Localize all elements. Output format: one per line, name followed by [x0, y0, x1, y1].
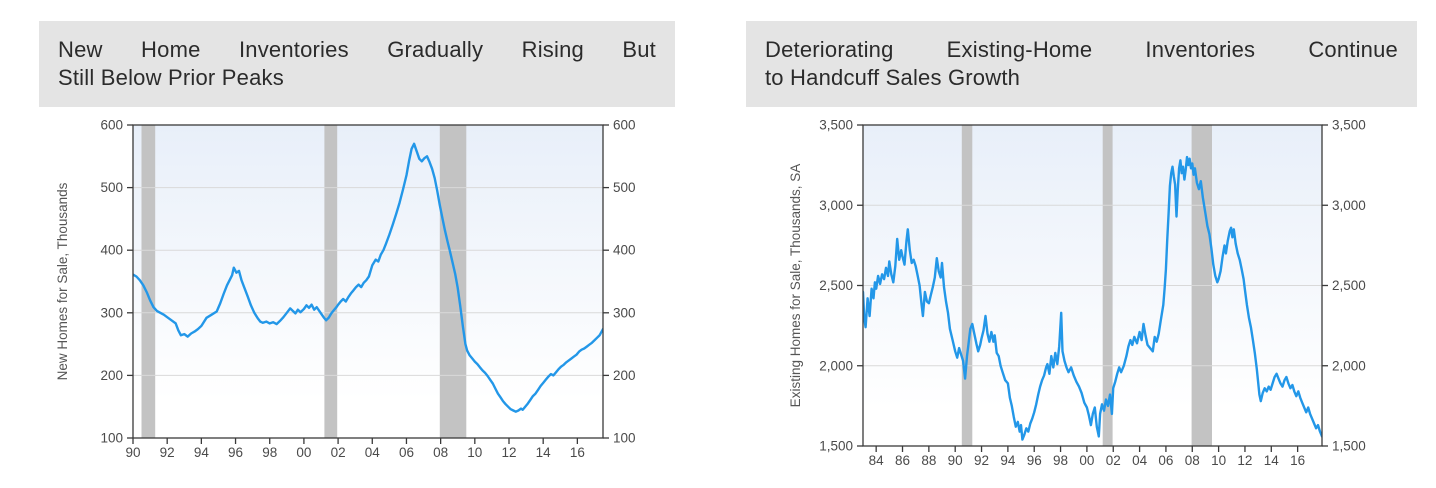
recession-band: [324, 125, 338, 438]
x-tick-label: 02: [331, 445, 346, 460]
x-tick-label: 96: [228, 445, 243, 460]
x-tick-label: 98: [262, 445, 277, 460]
y-tick-label: 2,000: [819, 358, 853, 373]
y-tick-label: 3,000: [1332, 198, 1366, 213]
chart-title-existing-home-inventories: Deteriorating Existing-Home Inventories …: [746, 21, 1417, 107]
x-tick-label: 16: [570, 445, 585, 460]
x-tick-label: 84: [869, 453, 885, 468]
y-axis-title: Existing Homes for Sale, Thousands, SA: [788, 164, 803, 408]
x-tick-label: 92: [974, 453, 989, 468]
y-tick-label: 3,500: [1332, 118, 1366, 133]
y-tick-label: 2,000: [1332, 358, 1366, 373]
x-tick-label: 12: [1237, 453, 1252, 468]
y-tick-label: 3,500: [819, 118, 853, 133]
plot-frame: [132, 124, 604, 439]
x-tick-label: 14: [536, 445, 552, 460]
x-tick-label: 94: [1000, 453, 1016, 468]
chart-title-line-1: New Home Inventories Gradually Rising Bu…: [58, 37, 656, 62]
y-tick-label: 2,500: [819, 278, 853, 293]
y-tick-label: 500: [613, 180, 636, 195]
x-tick-label: 00: [1079, 453, 1094, 468]
y-axis-title: New Homes for Sale, Thousands: [55, 182, 70, 380]
y-tick-label: 600: [613, 118, 636, 133]
x-tick-label: 10: [467, 445, 482, 460]
y-tick-label: 400: [100, 243, 123, 258]
chart-panel-existing-home-inventories: Deteriorating Existing-Home Inventories …: [746, 21, 1417, 485]
y-tick-label: 1,500: [819, 439, 853, 454]
x-tick-label: 14: [1264, 453, 1280, 468]
x-tick-label: 08: [433, 445, 448, 460]
chart-title-line-2: to Handcuff Sales Growth: [765, 65, 1021, 90]
y-tick-label: 500: [100, 180, 123, 195]
x-tick-label: 04: [365, 445, 381, 460]
y-tick-label: 600: [100, 118, 123, 133]
x-tick-label: 06: [399, 445, 414, 460]
y-tick-label: 1,500: [1332, 439, 1366, 454]
x-tick-label: 10: [1211, 453, 1226, 468]
y-tick-label: 200: [613, 368, 636, 383]
y-tick-label: 100: [613, 431, 636, 446]
plot-background: [133, 125, 603, 438]
x-tick-label: 94: [194, 445, 210, 460]
x-tick-label: 98: [1053, 453, 1068, 468]
y-tick-label: 3,000: [819, 198, 853, 213]
y-tick-label: 300: [100, 305, 123, 320]
chart-title-line-1: Deteriorating Existing-Home Inventories …: [765, 37, 1398, 62]
y-tick-label: 200: [100, 368, 123, 383]
chart-title-new-home-inventories: New Home Inventories Gradually Rising Bu…: [39, 21, 675, 107]
x-tick-label: 96: [1027, 453, 1042, 468]
y-tick-label: 400: [613, 243, 636, 258]
recession-band: [141, 125, 156, 438]
data-line: [133, 142, 603, 413]
x-tick-label: 08: [1185, 453, 1200, 468]
recession-band: [439, 125, 467, 438]
y-tick-label: 2,500: [1332, 278, 1366, 293]
existing-homes-line-chart: 1,500 1,500 2,000 2,000 2,500 2,500 3,000 3,000…: [788, 118, 1366, 469]
x-tick-label: 88: [921, 453, 936, 468]
y-tick-label: 300: [613, 305, 636, 320]
x-tick-label: 86: [895, 453, 910, 468]
x-tick-label: 00: [296, 445, 311, 460]
x-tick-label: 92: [160, 445, 175, 460]
data-line: [863, 155, 1322, 441]
x-tick-label: 90: [125, 445, 140, 460]
x-tick-label: 06: [1158, 453, 1173, 468]
y-tick-label: 100: [100, 431, 123, 446]
x-tick-label: 90: [948, 453, 963, 468]
x-tick-label: 02: [1106, 453, 1121, 468]
x-tick-label: 12: [501, 445, 516, 460]
x-tick-label: 16: [1290, 453, 1305, 468]
chart-panel-new-home-inventories: New Home Inventories Gradually Rising Bu…: [39, 21, 675, 485]
chart-title-line-2: Still Below Prior Peaks: [58, 65, 284, 90]
x-tick-label: 04: [1132, 453, 1148, 468]
